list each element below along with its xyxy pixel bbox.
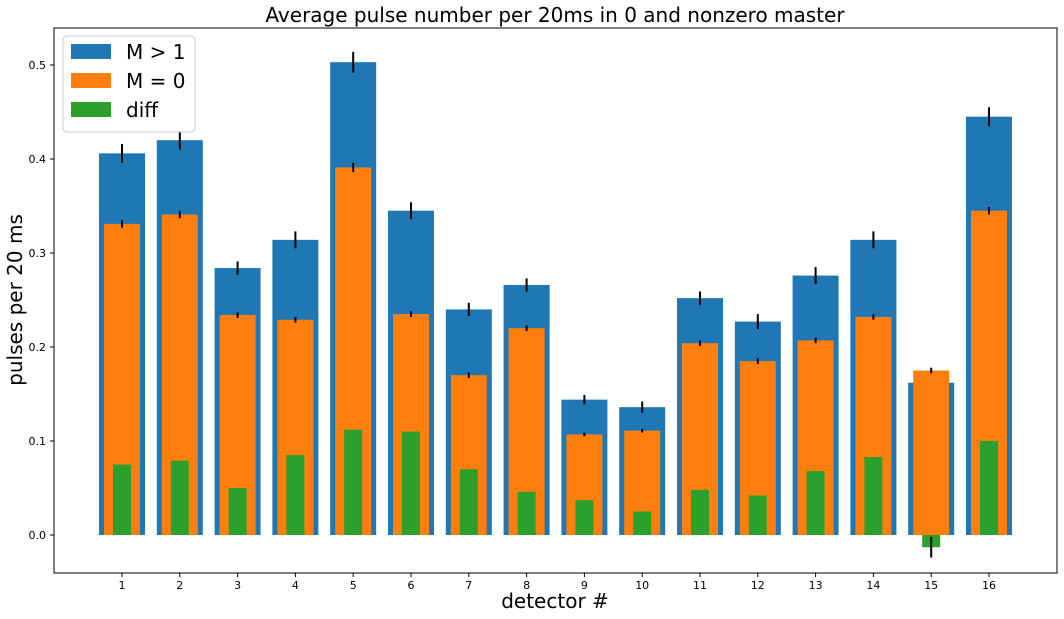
x-axis-label: detector # <box>501 589 609 613</box>
legend-label: M > 1 <box>126 40 185 64</box>
x-tick-label: 16 <box>982 579 996 592</box>
y-tick-label: 0.2 <box>29 341 47 354</box>
legend-swatch <box>71 73 111 88</box>
x-tick-label: 9 <box>581 579 588 592</box>
x-tick-label: 5 <box>350 579 357 592</box>
bar-3-3 <box>228 488 247 535</box>
y-tick-label: 0.4 <box>29 153 47 166</box>
y-tick-label: 0.3 <box>29 247 47 260</box>
x-tick-label: 7 <box>465 579 472 592</box>
bar-3-4 <box>286 455 305 535</box>
x-tick-label: 12 <box>751 579 765 592</box>
bar-2-15 <box>913 370 950 535</box>
chart-title: Average pulse number per 20ms in 0 and n… <box>265 3 845 27</box>
x-tick-label: 10 <box>635 579 649 592</box>
bar-3-9 <box>575 500 594 535</box>
bar-3-2 <box>170 460 189 535</box>
x-tick-label: 8 <box>523 579 530 592</box>
bar-3-13 <box>806 471 825 535</box>
bar-3-8 <box>517 491 536 535</box>
x-tick-label: 3 <box>234 579 241 592</box>
bar-3-16 <box>980 441 998 535</box>
x-tick-label: 6 <box>408 579 415 592</box>
bar-3-6 <box>402 431 420 535</box>
x-tick-label: 4 <box>292 579 299 592</box>
bar-3-12 <box>748 495 767 535</box>
x-tick-label: 11 <box>693 579 707 592</box>
legend-label: M = 0 <box>126 69 185 93</box>
y-tick-label: 0.0 <box>29 529 47 542</box>
y-tick-label: 0.1 <box>29 435 47 448</box>
legend: M > 1 M = 0 diff <box>62 35 196 133</box>
legend-swatch <box>71 44 111 59</box>
bar-3-5 <box>344 429 363 535</box>
x-tick-label: 2 <box>176 579 183 592</box>
x-tick-label: 13 <box>809 579 823 592</box>
y-axis: 0.0 0.1 0.2 0.3 0.4 0.5 <box>29 59 54 542</box>
x-tick-label: 1 <box>119 579 126 592</box>
x-axis: 1 2 3 4 5 6 7 8 9 10 11 12 13 14 15 16 <box>119 573 996 592</box>
bar-3-10 <box>633 511 652 535</box>
bar-3-1 <box>113 464 131 535</box>
bar-3-14 <box>864 456 883 535</box>
plot-area <box>99 51 1012 558</box>
x-tick-label: 15 <box>924 579 938 592</box>
y-axis-label: pulses per 20 ms <box>3 214 27 386</box>
y-tick-label: 0.5 <box>29 59 47 72</box>
error-bars <box>121 51 990 558</box>
bar-3-11 <box>691 489 709 535</box>
legend-label: diff <box>126 98 159 122</box>
plot-frame <box>53 27 1058 574</box>
legend-swatch <box>71 102 111 117</box>
bar-3-7 <box>459 469 478 535</box>
x-tick-label: 14 <box>866 579 880 592</box>
